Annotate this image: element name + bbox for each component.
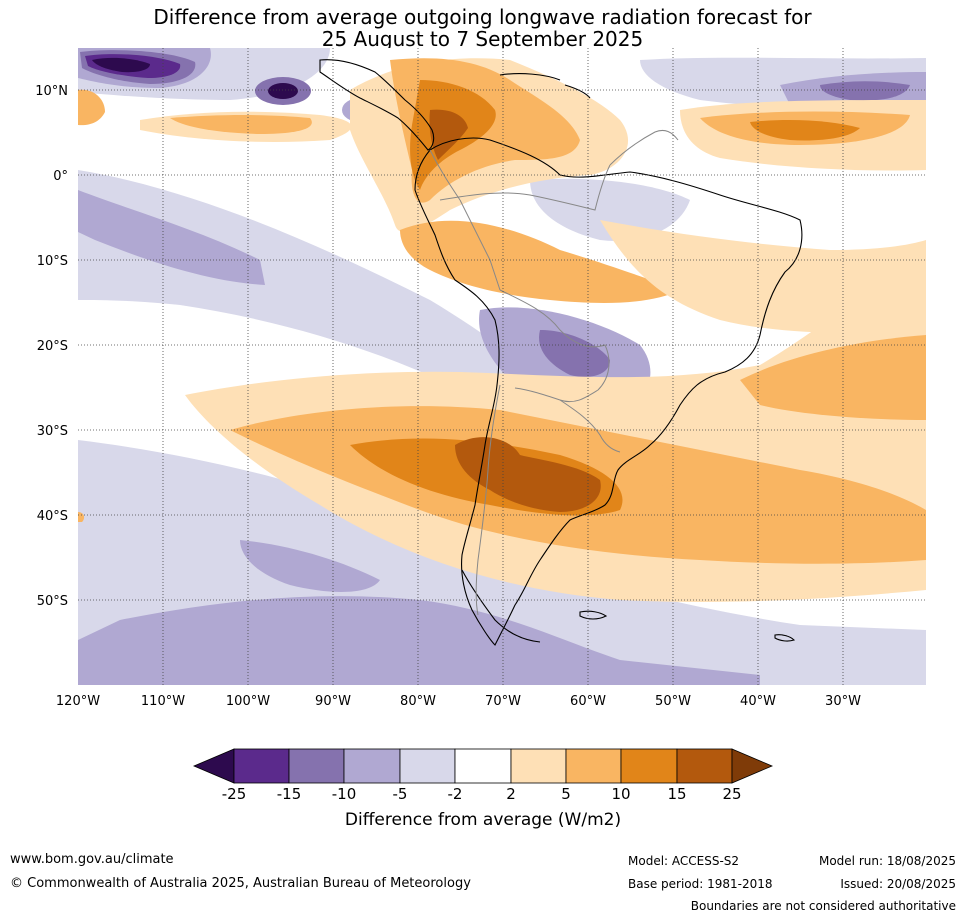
footer-copyright: © Commonwealth of Australia 2025, Austra… (10, 876, 471, 891)
colorbar-bin-p5-p10 (565, 748, 622, 784)
border-bolivia (499, 289, 610, 403)
lon-label-100w: 100°W (226, 694, 270, 709)
lon-label-80w: 80°W (400, 694, 436, 709)
footer-disclaimer: Boundaries are not considered authoritat… (690, 899, 956, 913)
footer-url: www.bom.gov.au/climate (10, 852, 174, 867)
colorbar-bin-p2-p5 (510, 748, 567, 784)
colorbar-tick: 10 (611, 785, 630, 803)
lat-label-10n: 10°N (35, 84, 68, 99)
anomaly-cell-pacific-core (268, 83, 298, 99)
footer-issued: Issued: 20/08/2025 (840, 877, 956, 891)
falklands (579, 610, 608, 620)
anomaly-atlantic-east-light (740, 335, 926, 420)
lat-label-30s: 30°S (37, 424, 68, 439)
border-guianas (609, 129, 679, 166)
anomaly-south-pacific-patch-2 (240, 540, 380, 592)
anomaly-eastern-pacific-medium (78, 190, 265, 285)
anomaly-atlantic-east-medium (637, 483, 680, 525)
colorbar-tick: -5 (393, 785, 408, 803)
lon-label-90w: 90°W (315, 694, 351, 709)
colorbar-bin-p15-p25 (676, 748, 733, 784)
lon-label-110w: 110°W (141, 694, 185, 709)
lon-label-60w: 60°W (570, 694, 606, 709)
border-paraguay (559, 399, 621, 453)
lon-label-40w: 40°W (740, 694, 776, 709)
colorbar-bin-m15-m10 (288, 748, 345, 784)
colorbar-arrow-min (192, 748, 235, 784)
border-brazil-north (439, 164, 611, 211)
colorbar: -25 -15 -10 -5 -2 2 5 10 15 25 Differenc… (192, 748, 774, 830)
positive-anomaly-fields (78, 58, 926, 602)
anomaly-tropical-band-medium (170, 115, 312, 134)
anomaly-brazil-strong (539, 330, 610, 377)
colorbar-tick: 15 (667, 785, 686, 803)
colorbar-bin-m5-m2 (399, 748, 456, 784)
south-georgia (774, 634, 796, 642)
lat-label-40s: 40°S (37, 509, 68, 524)
colorbar-tick: -10 (332, 785, 357, 803)
south-america-coastline (414, 137, 803, 646)
anomaly-andes-north-very-strong (429, 109, 468, 160)
map-title-line-1: Difference from average outgoing longwav… (153, 5, 812, 29)
lon-label-120w: 120°W (56, 694, 100, 709)
colorbar-bin-m25-m15 (233, 748, 290, 784)
map-title-line-2: 25 August to 7 September 2025 (321, 27, 644, 51)
lon-label-30w: 30°W (825, 694, 861, 709)
anomaly-south-atlantic-light (600, 220, 926, 333)
colorbar-bin-m2-p2 (454, 748, 512, 784)
anomaly-amazon-light (530, 178, 690, 241)
colorbar-bin-m10-m5 (343, 748, 401, 784)
tierra-del-fuego (461, 569, 541, 643)
anomaly-peru-band (400, 220, 680, 303)
latitude-labels: 10°N 0° 10°S 20°S 30°S 40°S 50°S (35, 84, 68, 609)
footer-model: Model: ACCESS-S2 (628, 854, 740, 868)
colorbar-arrow-max (731, 748, 774, 784)
lat-label-10s: 10°S (37, 254, 68, 269)
colorbar-tick: -2 (448, 785, 463, 803)
anomaly-subtropical-band-very-strong (455, 437, 601, 512)
anomaly-west-edge-patch (78, 512, 85, 522)
footer-model-run: Model run: 18/08/2025 (818, 854, 956, 868)
anomaly-southern-ocean-medium (78, 596, 760, 685)
anomaly-north-pacific-extreme (92, 57, 150, 73)
colorbar-tick: 25 (722, 785, 741, 803)
longitude-labels: 120°W 110°W 100°W 90°W 80°W 70°W 60°W 50… (56, 694, 861, 709)
colorbar-tick: -25 (222, 785, 247, 803)
graticule (78, 48, 926, 685)
colorbar-bin-p10-p15 (620, 748, 678, 784)
lat-label-50s: 50°S (37, 594, 68, 609)
colorbar-tick: 2 (506, 785, 516, 803)
border-colombia (429, 149, 461, 201)
colorbar-ticks: -25 -15 -10 -5 -2 2 5 10 15 25 (222, 785, 742, 803)
central-america-coastline (319, 59, 435, 151)
land-masses (319, 59, 803, 646)
lat-label-20s: 20°S (37, 339, 68, 354)
anomaly-north-atlantic-strong (820, 81, 910, 101)
lon-label-50w: 50°W (655, 694, 691, 709)
colorbar-tick: -15 (277, 785, 302, 803)
anomaly-west-pacific-patch (78, 89, 105, 126)
lon-label-70w: 70°W (485, 694, 521, 709)
colorbar-tick: 5 (561, 785, 571, 803)
border-andes (475, 384, 501, 616)
colorbar-label: Difference from average (W/m2) (345, 810, 621, 830)
footer-base-period: Base period: 1981-2018 (628, 877, 773, 891)
anomaly-tropical-atlantic-strong (750, 120, 860, 141)
lat-label-0: 0° (53, 169, 68, 184)
map-panel (78, 48, 926, 685)
anomaly-south-pacific-patch (100, 458, 240, 502)
